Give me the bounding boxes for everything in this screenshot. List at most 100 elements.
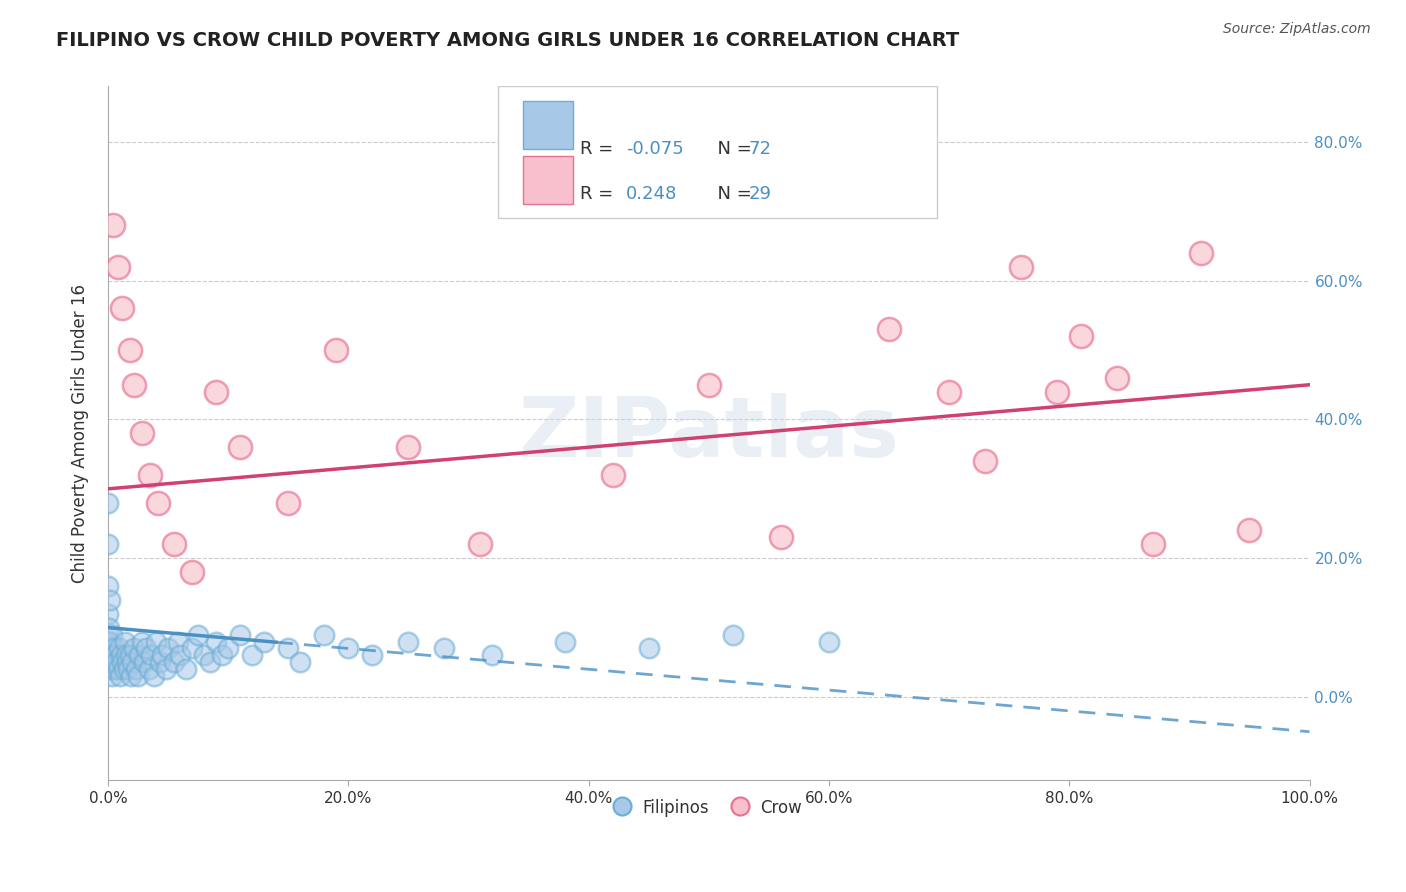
Point	[120, 669, 142, 683]
Point	[193, 648, 215, 663]
Point	[721, 627, 744, 641]
Point	[277, 496, 299, 510]
FancyBboxPatch shape	[523, 101, 574, 149]
Point	[433, 641, 456, 656]
Point	[314, 627, 336, 641]
Text: Source: ZipAtlas.com: Source: ZipAtlas.com	[1223, 22, 1371, 37]
Text: R =: R =	[581, 140, 619, 158]
Point	[1046, 384, 1069, 399]
Point	[110, 648, 132, 663]
Point	[111, 656, 134, 670]
Point	[127, 669, 149, 683]
Point	[938, 384, 960, 399]
Point	[396, 440, 419, 454]
Point	[107, 260, 129, 274]
Point	[100, 662, 122, 676]
Point	[602, 467, 624, 482]
Point	[100, 593, 122, 607]
Point	[240, 648, 263, 663]
Point	[818, 634, 841, 648]
Point	[637, 641, 659, 656]
Legend: Filipinos, Crow: Filipinos, Crow	[609, 792, 808, 824]
Point	[97, 607, 120, 621]
Point	[115, 648, 138, 663]
Point	[124, 377, 146, 392]
Point	[141, 648, 163, 663]
Point	[163, 656, 186, 670]
Point	[131, 634, 153, 648]
Point	[157, 641, 180, 656]
Point	[229, 627, 252, 641]
Text: 72: 72	[748, 140, 772, 158]
Point	[111, 301, 134, 316]
Point	[100, 634, 122, 648]
Point	[107, 641, 129, 656]
Point	[181, 565, 204, 579]
Point	[470, 537, 492, 551]
Point	[118, 343, 141, 357]
Point	[769, 530, 792, 544]
Point	[138, 662, 160, 676]
Point	[217, 641, 239, 656]
Point	[187, 627, 209, 641]
Point	[112, 662, 135, 676]
Point	[145, 634, 167, 648]
Point	[128, 648, 150, 663]
Point	[149, 656, 172, 670]
Point	[290, 656, 312, 670]
Point	[1189, 246, 1212, 260]
Point	[1142, 537, 1164, 551]
Text: FILIPINO VS CROW CHILD POVERTY AMONG GIRLS UNDER 16 CORRELATION CHART: FILIPINO VS CROW CHILD POVERTY AMONG GIR…	[56, 31, 959, 50]
Point	[337, 641, 360, 656]
FancyBboxPatch shape	[523, 156, 574, 204]
Point	[98, 621, 121, 635]
Point	[114, 634, 136, 648]
Point	[229, 440, 252, 454]
Point	[166, 634, 188, 648]
Point	[101, 656, 124, 670]
Point	[396, 634, 419, 648]
Text: -0.075: -0.075	[626, 140, 683, 158]
Point	[100, 627, 122, 641]
Point	[877, 322, 900, 336]
Point	[169, 648, 191, 663]
Point	[253, 634, 276, 648]
Point	[104, 648, 127, 663]
Point	[277, 641, 299, 656]
Text: 0.248: 0.248	[626, 185, 678, 202]
Point	[554, 634, 576, 648]
Point	[115, 656, 138, 670]
Point	[100, 669, 122, 683]
Point	[97, 656, 120, 670]
Point	[150, 648, 173, 663]
Point	[205, 384, 228, 399]
FancyBboxPatch shape	[499, 87, 936, 219]
Point	[118, 648, 141, 663]
Point	[103, 662, 125, 676]
Point	[105, 656, 128, 670]
Text: 29: 29	[748, 185, 772, 202]
Point	[205, 634, 228, 648]
Point	[1239, 524, 1261, 538]
Point	[198, 656, 221, 670]
Point	[135, 641, 157, 656]
Point	[325, 343, 347, 357]
Point	[211, 648, 233, 663]
Point	[697, 377, 720, 392]
Y-axis label: Child Poverty Among Girls Under 16: Child Poverty Among Girls Under 16	[72, 284, 89, 582]
Text: R =: R =	[581, 185, 624, 202]
Point	[142, 669, 165, 683]
Point	[132, 656, 155, 670]
Point	[1010, 260, 1032, 274]
Point	[117, 662, 139, 676]
Point	[97, 496, 120, 510]
Point	[174, 662, 197, 676]
Point	[361, 648, 384, 663]
Point	[181, 641, 204, 656]
Point	[97, 537, 120, 551]
Point	[163, 537, 186, 551]
Point	[97, 634, 120, 648]
Text: ZIPatlas: ZIPatlas	[519, 392, 900, 474]
Point	[101, 218, 124, 232]
Point	[1070, 329, 1092, 343]
